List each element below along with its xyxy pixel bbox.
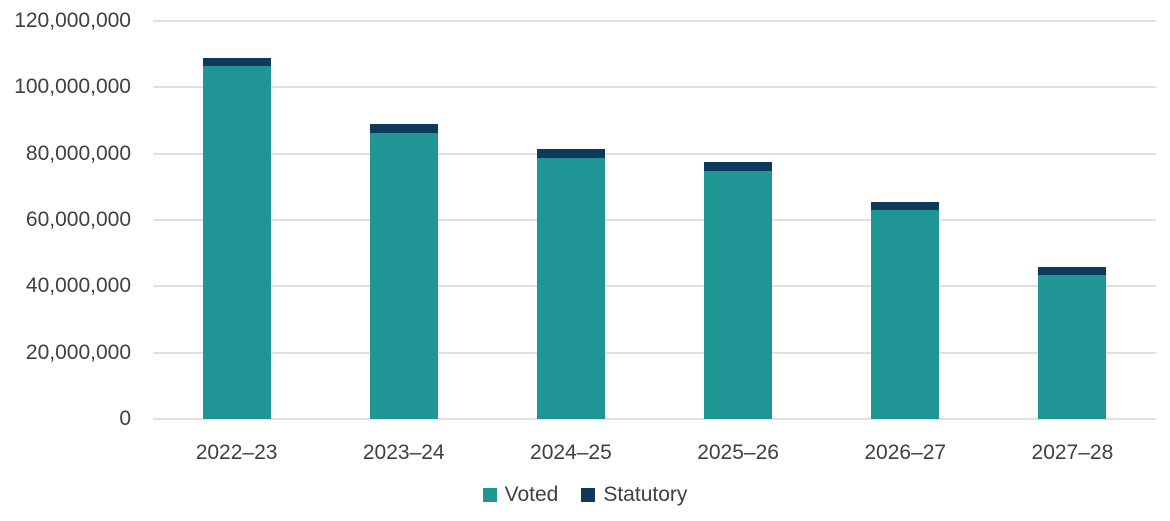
gridline	[153, 152, 1156, 155]
legend: Voted Statutory	[0, 483, 1170, 507]
x-axis-label: 2022–23	[195, 441, 278, 464]
gridline	[153, 86, 1156, 89]
bar-segment-statutory-2023-24	[369, 124, 438, 133]
bar-segment-voted-2022-23	[202, 66, 271, 419]
bar-segment-voted-2026-27	[871, 210, 940, 419]
bar-segment-voted-2023-24	[369, 132, 438, 419]
gridline	[153, 285, 1156, 288]
y-axis-tick-label: 60,000,000	[25, 208, 131, 231]
bar-segment-voted-2027-28	[1038, 275, 1107, 419]
bar-segment-statutory-2027-28	[1038, 267, 1107, 276]
gridline	[153, 219, 1156, 221]
bar-segment-statutory-2025-26	[704, 161, 773, 171]
y-axis-tick-label: 120,000,000	[14, 9, 131, 32]
bar-segment-statutory-2022-23	[202, 58, 271, 67]
legend-item-statutory: Statutory	[581, 483, 687, 507]
x-axis-label: 2025–26	[697, 441, 779, 464]
y-axis-tick-label: 20,000,000	[25, 340, 131, 364]
gridline	[153, 418, 1156, 420]
bar-segment-voted-2024-25	[536, 157, 605, 419]
bar-segment-voted-2025-26	[704, 170, 773, 419]
legend-label: Voted	[504, 483, 559, 506]
gridline	[153, 20, 1156, 22]
legend-item-voted: Voted	[482, 483, 559, 507]
gridline	[153, 351, 1156, 354]
legend-label: Statutory	[603, 483, 688, 506]
x-axis-label: 2027–28	[1031, 441, 1114, 464]
y-axis-tick-label: 0	[119, 407, 131, 430]
legend-swatch-statutory	[581, 488, 596, 502]
x-axis-label: 2023–24	[362, 441, 445, 464]
bar-segment-statutory-2024-25	[536, 148, 605, 158]
legend-swatch-voted	[482, 488, 497, 502]
x-axis-label: 2026–27	[864, 441, 947, 464]
y-axis-tick-label: 40,000,000	[25, 274, 131, 298]
y-axis-tick-label: 100,000,000	[14, 75, 131, 99]
bar-segment-statutory-2026-27	[871, 201, 940, 211]
y-axis-tick-label: 80,000,000	[25, 141, 131, 165]
x-axis-label: 2024–25	[530, 441, 612, 464]
